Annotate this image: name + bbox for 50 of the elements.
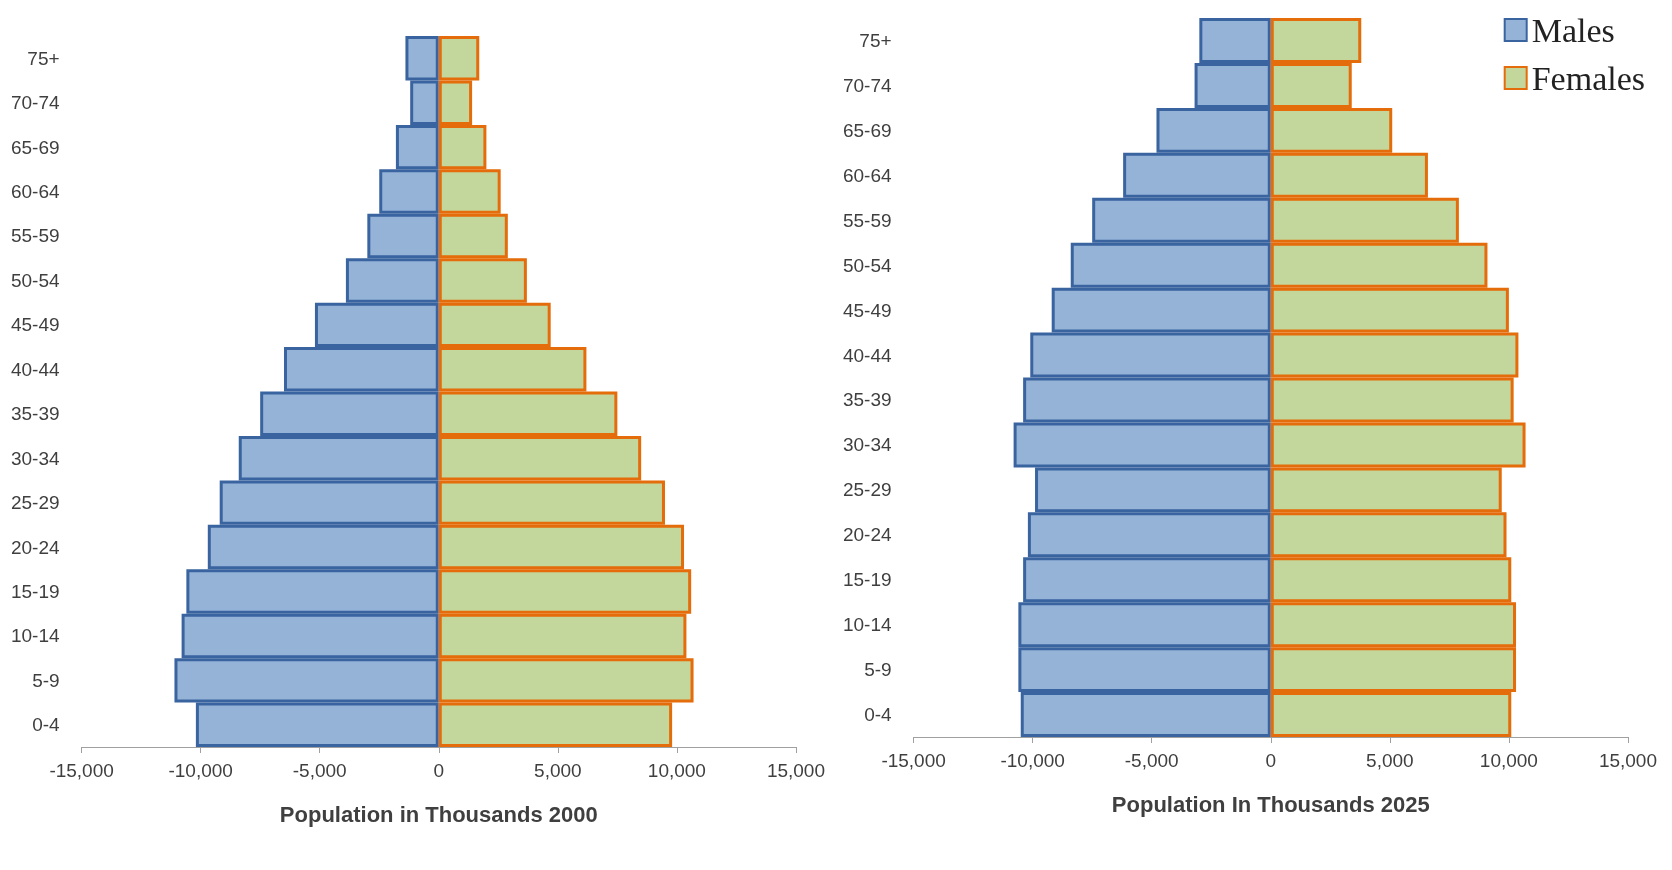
y-tick-label: 5-9: [864, 659, 892, 681]
y-tick-label: 15-19: [842, 569, 892, 591]
x-tick-label: 0: [1265, 750, 1277, 771]
x-tick-label: -15,000: [49, 760, 114, 781]
y-tick-label: 30-34: [10, 447, 61, 469]
y-tick-label: 70-74: [10, 92, 61, 114]
x-tick-label: 10,000: [647, 760, 706, 781]
x-tick-label: -5,000: [1124, 750, 1179, 771]
x-tick-label: 0: [433, 760, 445, 781]
y-tick-label: 35-39: [10, 403, 60, 425]
y-tick-label: 40-44: [10, 358, 61, 380]
y-tick-label: 55-59: [10, 225, 60, 247]
y-tick-label: 20-24: [842, 524, 893, 546]
x-tick-label: -10,000: [168, 760, 233, 781]
y-tick-label: 10-14: [842, 614, 893, 636]
y-tick-label: 70-74: [842, 74, 893, 96]
x-tick-label: 10,000: [1479, 750, 1538, 771]
y-tick-label: 75+: [27, 47, 60, 69]
y-tick-label: 50-54: [842, 254, 893, 276]
x-tick-label: 15,000: [766, 760, 826, 781]
y-tick-label: 75+: [859, 29, 892, 51]
y-tick-label: 20-24: [10, 536, 61, 558]
y-tick-label: 10-14: [10, 625, 61, 647]
y-tick-label: 60-64: [842, 164, 893, 186]
y-tick-label: 45-49: [842, 299, 892, 321]
x-tick-label: 5,000: [534, 760, 582, 781]
x-axis-title: Population in Thousands 2000: [279, 801, 598, 827]
y-tick-label: 40-44: [842, 344, 893, 366]
y-tick-label: 0-4: [32, 714, 61, 736]
y-tick-label: 65-69: [10, 136, 60, 158]
x-tick-label: -15,000: [881, 750, 946, 771]
x-axis-title: Population In Thousands 2025: [1111, 791, 1430, 817]
x-tick-label: 15,000: [1598, 750, 1658, 771]
y-tick-label: 15-19: [10, 580, 60, 602]
y-tick-label: 55-59: [842, 209, 892, 231]
x-tick-label: 5,000: [1366, 750, 1414, 771]
y-tick-label: 50-54: [10, 269, 61, 291]
y-tick-label: 30-34: [842, 434, 893, 456]
x-tick-label: -10,000: [1000, 750, 1065, 771]
legend-label: Females: [1531, 59, 1646, 97]
y-tick-label: 0-4: [864, 704, 893, 726]
x-tick-label: -5,000: [292, 760, 347, 781]
y-tick-label: 60-64: [10, 181, 61, 203]
y-tick-label: 25-29: [842, 479, 892, 501]
y-tick-label: 65-69: [842, 119, 892, 141]
y-tick-label: 45-49: [10, 314, 60, 336]
y-tick-label: 35-39: [842, 389, 892, 411]
y-tick-label: 25-29: [10, 492, 60, 514]
y-tick-label: 5-9: [32, 669, 60, 691]
legend-label: Males: [1531, 11, 1615, 49]
